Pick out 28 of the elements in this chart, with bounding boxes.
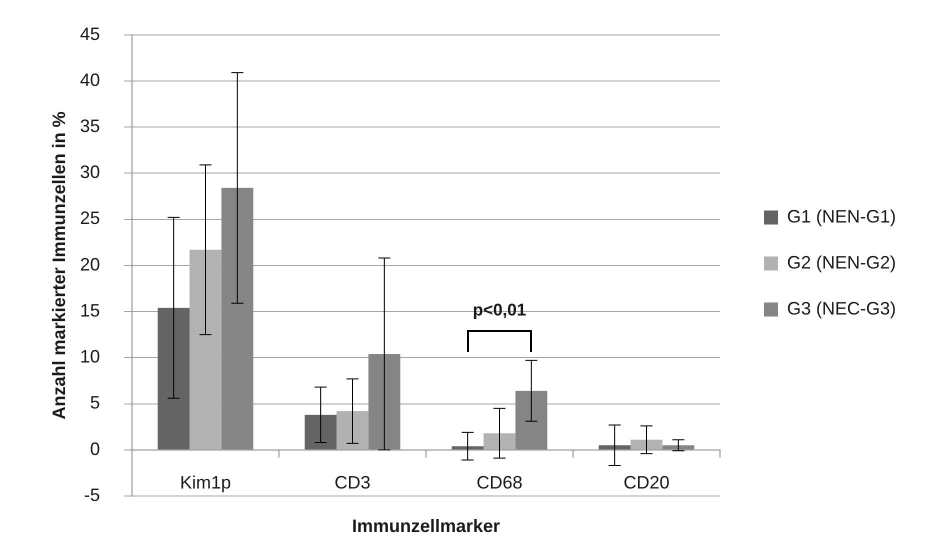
x-tick-label: CD3 — [334, 472, 371, 493]
x-tick-label: CD68 — [476, 472, 523, 493]
bar — [484, 433, 516, 450]
annotation: p<0,01 — [472, 300, 526, 320]
legend-label: G2 (NEN-G2) — [786, 252, 896, 272]
y-tick-label: 20 — [80, 254, 100, 274]
legend-label: G1 (NEN-G1) — [786, 206, 896, 226]
bar — [598, 445, 631, 450]
bar — [452, 446, 484, 450]
legend-label: G3 (NEC-G3) — [786, 298, 896, 318]
y-tick-label: 40 — [80, 70, 100, 90]
y-tick-label: 15 — [80, 300, 100, 320]
y-tick-label: 25 — [80, 208, 100, 228]
bar — [630, 440, 662, 450]
bar — [158, 308, 190, 450]
x-tick-label: CD20 — [623, 472, 670, 493]
y-tick-label: -5 — [84, 484, 100, 505]
y-tick-label: 45 — [80, 24, 100, 44]
y-tick-label: 0 — [90, 438, 100, 459]
x-axis-title: Immunzellmarker — [352, 516, 500, 536]
y-tick-label: 10 — [80, 346, 100, 367]
y-axis-title: Anzahl markierter Immunzellen in % — [48, 111, 69, 420]
y-tick-label: 30 — [80, 162, 100, 182]
y-tick-label: 5 — [90, 392, 100, 413]
x-tick-label: Kim1p — [180, 472, 232, 493]
y-tick-label: 35 — [80, 116, 100, 136]
bar — [336, 411, 368, 450]
bar — [304, 414, 337, 450]
